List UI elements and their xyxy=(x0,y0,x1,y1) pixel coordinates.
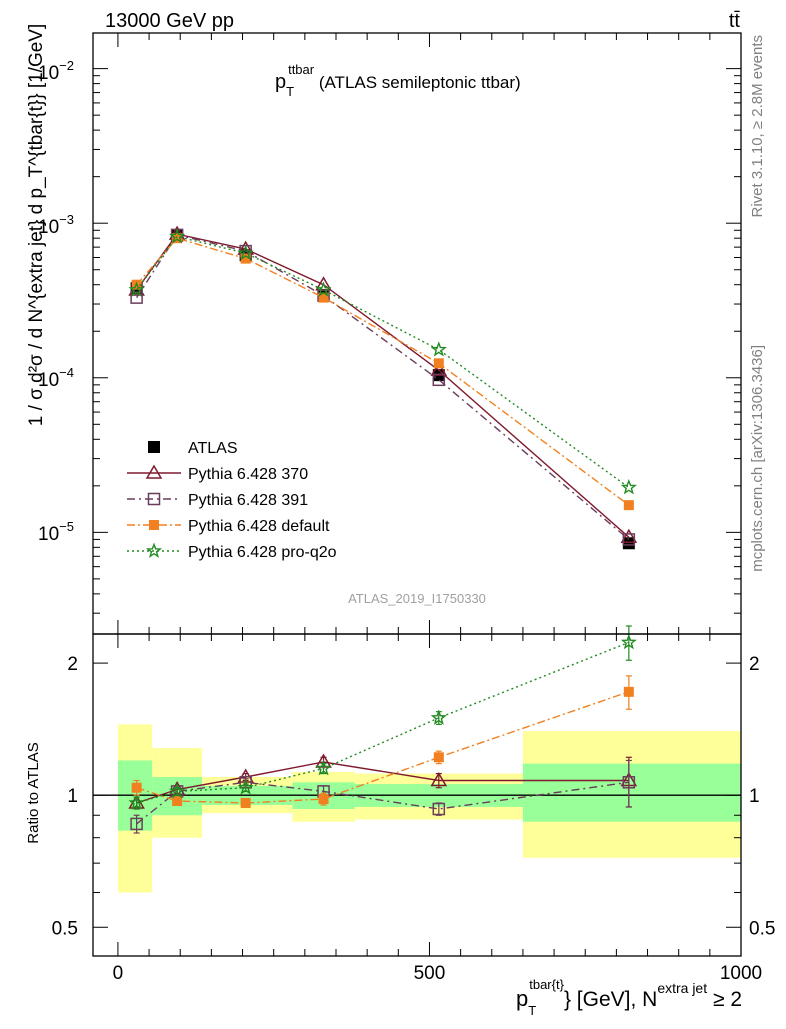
side-rivet-label: Rivet 3.1.10, ≥ 2.8M events xyxy=(749,35,766,218)
legend-item-3: Pythia 6.428 default xyxy=(127,518,330,535)
main-series-4 xyxy=(128,227,637,495)
main-y-axis-label: 1 / σ d²σ / d N^{extra jet} d p_T^{tbar{… xyxy=(26,24,47,427)
x-ticks: 0 500 1000 xyxy=(113,33,762,984)
ytick-1e-5: 10−5 xyxy=(38,519,74,545)
ratio-series-2 xyxy=(131,675,634,808)
main-point-1-4 xyxy=(430,361,448,376)
main-series-line-2 xyxy=(136,234,630,540)
ratio-ytick-label-right-1: 1 xyxy=(749,786,760,807)
ytick-1e-2: 10−2 xyxy=(38,58,74,84)
ratio-point-0-4 xyxy=(430,772,448,787)
ratio-ytick-label-left-1: 1 xyxy=(67,786,78,807)
legend-marker-4 xyxy=(145,542,163,558)
main-point-4-3 xyxy=(315,281,332,297)
x-tick-label-0: 0 xyxy=(113,963,124,984)
main-y-ticks xyxy=(93,68,741,614)
ratio-series-group xyxy=(128,625,638,834)
ratio-point-2-3 xyxy=(318,794,329,805)
ratio-point-3-3 xyxy=(315,759,332,776)
main-series-line-4 xyxy=(136,235,630,489)
title-sub: T xyxy=(286,84,294,99)
x-tick-label-1: 500 xyxy=(414,963,446,984)
main-point-0-5 xyxy=(622,537,635,550)
main-point-4-4 xyxy=(430,341,447,357)
ratio-y-axis-label: Ratio to ATLAS xyxy=(25,742,42,843)
ratio-point-3-2 xyxy=(237,779,254,795)
main-y-tick-labels: 10−2 10−3 10−4 10−5 xyxy=(38,58,74,545)
title-p: p xyxy=(275,71,286,93)
main-point-2-5 xyxy=(622,533,636,546)
title-sup: ttbar xyxy=(288,62,315,77)
legend-item-1: Pythia 6.428 370 xyxy=(127,464,308,483)
x-axis-label: pTtbar{t}} [GeV], Nextra jet ≥ 2 xyxy=(516,977,742,1018)
main-series-line-1 xyxy=(136,233,630,538)
ratio-point-3-5 xyxy=(620,633,637,650)
legend-marker-1 xyxy=(145,464,163,479)
chart-dynamic-layer: 0 500 1000 0.5 0.5 1 1 2 2 ATLAS Pythia 6.428 370 P… xyxy=(52,32,776,984)
ratio-point-2-5 xyxy=(623,686,634,697)
legend-label-0: ATLAS xyxy=(188,440,238,457)
ratio-point-1-0 xyxy=(130,817,143,831)
ratio-point-1-4 xyxy=(432,802,446,816)
main-point-3-5 xyxy=(623,500,634,511)
header-left: 13000 GeV pp xyxy=(105,10,234,32)
ratio-point-3-4 xyxy=(430,709,447,725)
ratio-point-2-2 xyxy=(240,797,251,808)
side-mcplots-label: mcplots.cern.ch [arXiv:1306.3436] xyxy=(749,345,766,572)
main-point-3-3 xyxy=(318,292,329,303)
main-point-2-4 xyxy=(432,373,446,387)
ratio-ytick-label-left-2: 2 xyxy=(67,654,78,675)
x-tick-label-2: 1000 xyxy=(720,963,762,984)
main-point-4-0 xyxy=(128,281,145,297)
ratio-point-2-4 xyxy=(433,752,444,763)
ratio-point-2-0 xyxy=(131,782,142,793)
main-point-4-2 xyxy=(237,244,254,261)
legend-marker-3 xyxy=(149,520,159,530)
ratio-series-line-0 xyxy=(136,761,629,804)
main-point-3-4 xyxy=(433,358,444,369)
legend-item-0: ATLAS xyxy=(148,440,238,457)
legend-marker-0 xyxy=(148,441,160,453)
legend-label-2: Pythia 6.428 391 xyxy=(188,492,308,509)
ratio-point-3-0 xyxy=(128,794,145,810)
ratio-ytick-label-right-0: 0.5 xyxy=(749,918,775,939)
main-point-4-5 xyxy=(620,479,637,495)
legend-item-4: Pythia 6.428 pro-q2o xyxy=(127,542,337,561)
ratio-ytick-label-left-0: 0.5 xyxy=(52,918,78,939)
ratio-series-line-2 xyxy=(136,691,630,804)
main-point-4-1 xyxy=(169,227,186,244)
ratio-point-1-5 xyxy=(622,776,636,789)
ratio-point-2-1 xyxy=(172,795,183,806)
header-right: tt̄ xyxy=(729,10,741,32)
analysis-watermark: ATLAS_2019_I1750330 xyxy=(348,591,486,606)
legend-marker-2 xyxy=(147,492,161,506)
main-point-3-2 xyxy=(240,253,251,264)
ytick-1e-3: 10−3 xyxy=(38,212,74,238)
ratio-series-line-1 xyxy=(136,781,629,825)
main-point-3-1 xyxy=(172,233,183,244)
ratio-series-line-3 xyxy=(136,641,630,804)
legend-item-2: Pythia 6.428 391 xyxy=(127,492,308,509)
ratio-point-3-1 xyxy=(169,782,186,799)
legend-label-1: Pythia 6.428 370 xyxy=(188,466,308,483)
ratio-y-ticks: 0.5 0.5 1 1 2 2 xyxy=(52,654,776,939)
title-rest: (ATLAS semileptonic ttbar) xyxy=(314,73,521,92)
main-chart-title: pTttbar (ATLAS semileptonic ttbar) xyxy=(275,62,521,99)
ratio-uncertainty-bands xyxy=(117,724,741,893)
legend: ATLAS Pythia 6.428 370 Pythia 6.428 391 Pyt… xyxy=(127,440,337,561)
ratio-series-3 xyxy=(128,625,637,810)
main-point-1-5 xyxy=(620,528,638,543)
ratio-ytick-label-right-2: 2 xyxy=(749,654,760,675)
main-series-group xyxy=(128,225,638,550)
legend-label-3: Pythia 6.428 default xyxy=(188,518,330,535)
legend-label-4: Pythia 6.428 pro-q2o xyxy=(188,544,337,561)
ytick-1e-4: 10−4 xyxy=(38,365,74,391)
